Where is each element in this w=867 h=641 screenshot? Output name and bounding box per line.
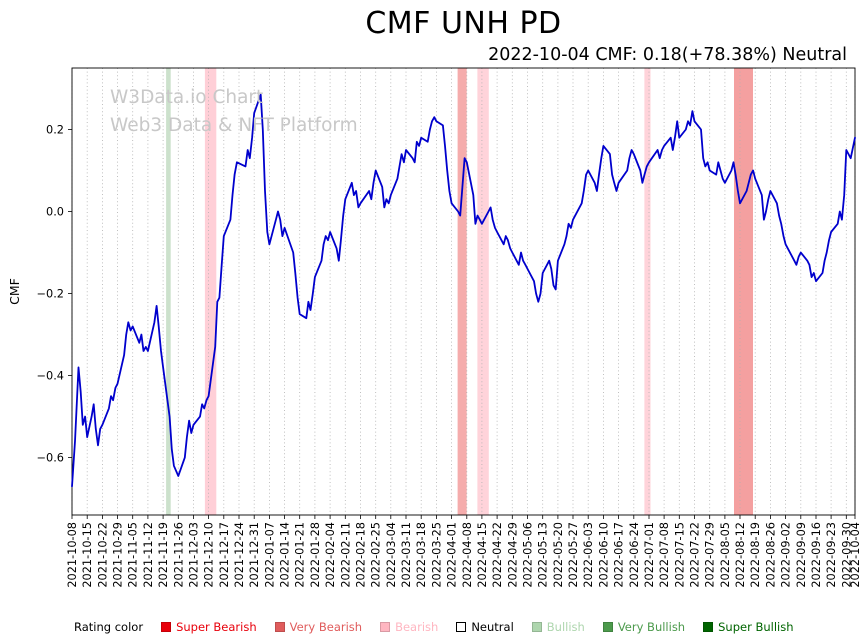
legend-label-very-bearish: Very Bearish: [289, 620, 363, 634]
x-tick-label: 2022-08-05: [719, 522, 732, 588]
x-tick-label: 2022-09-30: [840, 522, 853, 588]
x-tick-label: 2022-04-01: [446, 522, 459, 588]
x-tick-label: 2022-06-17: [613, 522, 626, 588]
x-tick-label: 2022-07-08: [658, 522, 671, 588]
x-tick-label: 2022-05-13: [537, 522, 550, 588]
x-tick-label: 2022-06-24: [628, 522, 641, 588]
x-tick-label: 2022-08-26: [764, 522, 777, 588]
x-tick-label: 2022-05-20: [552, 522, 565, 588]
x-tick-label: 2022-09-23: [825, 522, 838, 588]
rating-band-bearish: [204, 68, 217, 515]
x-tick-label: 2021-11-12: [142, 522, 155, 588]
legend-item-bearish: Bearish: [380, 620, 438, 634]
x-tick-label: 2021-10-08: [66, 522, 79, 588]
x-tick-label: 2022-07-15: [673, 522, 686, 588]
x-tick-label: 2021-10-15: [81, 522, 94, 588]
x-tick-label: 2022-07-01: [643, 522, 656, 588]
x-tick-label: 2022-02-11: [339, 522, 352, 588]
legend-swatch-super-bearish: [161, 622, 172, 632]
legend-label-bearish: Bearish: [395, 620, 439, 634]
legend-item-neutral: Neutral: [456, 620, 514, 634]
watermark-line1: W3Data.io Chart: [110, 87, 264, 108]
x-tick-label: 2022-09-02: [780, 522, 793, 588]
x-tick-label: 2022-01-28: [309, 522, 322, 588]
x-tick-label: 2022-09-09: [795, 522, 808, 588]
cmf-line-chart: 2021-10-08 2021-10-15 2021-10-22 2021-10-29…: [7, 67, 862, 588]
x-tick-label: 2022-02-18: [355, 522, 368, 588]
legend-label-super-bearish: Super Bearish: [176, 620, 257, 634]
x-tick-label: 2022-08-19: [749, 522, 762, 588]
x-tick-label: 2022-08-12: [734, 522, 747, 588]
x-tick-label: 2021-12-24: [233, 522, 246, 588]
x-tick-label: 2022-04-22: [491, 522, 504, 588]
legend-item-bullish: Bullish: [531, 620, 585, 634]
legend-swatch-super-bullish: [703, 622, 714, 632]
y-tick-label: −0.4: [37, 370, 64, 383]
legend-item-super-bullish: Super Bullish: [703, 620, 794, 634]
x-tick-label: 2022-03-04: [385, 522, 398, 588]
cmf-series-line: [71, 93, 856, 488]
x-tick-label: 2022-02-25: [370, 522, 383, 588]
legend-label-very-bullish: Very Bullish: [617, 620, 686, 634]
x-tick-label: 2022-09-16: [810, 522, 823, 588]
x-tick-label: 2022-06-03: [582, 522, 595, 588]
x-tick-label: 2022-01-21: [294, 522, 307, 588]
x-tick-label: 2021-12-10: [203, 522, 216, 588]
legend-swatch-neutral: [456, 622, 467, 632]
x-tick-label: 2022-04-15: [476, 522, 489, 588]
watermark-line2: Web3 Data & NFT Platform: [110, 115, 358, 136]
legend-swatch-bullish: [531, 622, 542, 632]
legend-item-very-bearish: Very Bearish: [274, 620, 363, 634]
legend-swatch-bearish: [380, 622, 391, 632]
x-tick-label: 2022-05-06: [522, 522, 535, 588]
legend-label-bullish: Bullish: [546, 620, 585, 634]
y-tick-label: −0.2: [37, 288, 64, 301]
x-tick-label: 2021-12-31: [248, 522, 261, 588]
x-tick-label: 2022-05-27: [567, 522, 580, 588]
rating-legend: Rating color Super Bearish Very Bearish Be…: [74, 620, 794, 634]
legend-item-very-bullish: Very Bullish: [602, 620, 686, 634]
y-tick-label: 0.0: [46, 206, 64, 219]
y-tick-label: −0.6: [37, 452, 64, 465]
x-tick-label: 2022-03-11: [400, 522, 413, 588]
x-tick-label: 2021-11-19: [157, 522, 170, 588]
x-tick-label: 2022-03-18: [415, 522, 428, 588]
legend-swatch-very-bullish: [602, 622, 613, 632]
x-tick-label: 2022-02-04: [324, 522, 337, 588]
x-tick-label: 2022-03-25: [430, 522, 443, 588]
legend-item-super-bearish: Super Bearish: [161, 620, 257, 634]
rating-band-bullish: [166, 68, 171, 515]
legend-title: Rating color: [74, 620, 144, 634]
x-tick-label: 2022-10-04: [849, 522, 862, 588]
rating-band-bearish: [644, 68, 651, 515]
x-tick-label: 2022-04-08: [461, 522, 474, 588]
chart-subtitle: 2022-10-04 CMF: 0.18(+78.38%) Neutral: [488, 45, 847, 65]
plot-border: [71, 67, 856, 516]
legend-swatch-very-bearish: [274, 622, 285, 632]
x-tick-label: 2021-11-05: [127, 522, 140, 588]
y-tick-label: 0.2: [46, 124, 64, 137]
x-tick-label: 2022-01-14: [279, 522, 292, 588]
watermark: W3Data.io Chart Web3 Data & NFT Platform: [110, 84, 358, 140]
x-tick-label: 2021-12-03: [188, 522, 201, 588]
x-tick-label: 2021-10-29: [112, 522, 125, 588]
x-tick-label: 2022-04-29: [506, 522, 519, 588]
rating-band-very-bearish: [457, 68, 467, 515]
y-axis-label: CMF: [7, 278, 22, 305]
legend-label-neutral: Neutral: [471, 620, 514, 634]
x-tick-label: 2021-10-22: [96, 522, 109, 588]
rating-band-bearish: [477, 68, 489, 515]
x-tick-label: 2022-07-22: [689, 522, 702, 588]
x-tick-label: 2022-07-29: [704, 522, 717, 588]
chart-title: CMF UNH PD: [365, 6, 562, 41]
x-tick-label: 2021-11-26: [172, 522, 185, 588]
legend-items: Super Bearish Very Bearish Bearish Neutral B…: [161, 620, 794, 634]
x-tick-label: 2021-12-17: [218, 522, 231, 588]
x-tick-label: 2022-06-10: [597, 522, 610, 588]
rating-band-very-bearish: [734, 68, 753, 515]
x-tick-label: 2022-01-07: [263, 522, 276, 588]
legend-label-super-bullish: Super Bullish: [718, 620, 794, 634]
